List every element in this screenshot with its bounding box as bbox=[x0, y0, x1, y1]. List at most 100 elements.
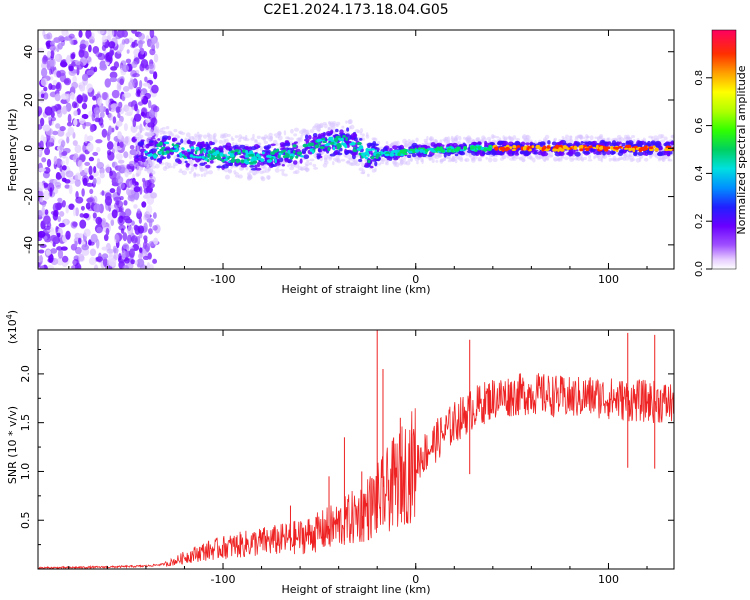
spectrogram-noise-mark bbox=[57, 249, 64, 259]
spectrogram-band-mark bbox=[320, 132, 326, 137]
spectrogram-halo-mark bbox=[274, 168, 280, 173]
spectrogram-halo-mark bbox=[416, 160, 419, 165]
spectrogram-noise-mark bbox=[43, 92, 49, 100]
spectrogram-core-mark bbox=[352, 149, 356, 152]
spectrogram-y-tick-label: 20 bbox=[22, 93, 35, 107]
spectrogram-noise-mark bbox=[98, 117, 104, 126]
spectrogram-noise-mark bbox=[130, 79, 137, 84]
spectrogram-noise-mark bbox=[38, 124, 43, 130]
spectrogram-halo-mark bbox=[303, 167, 309, 171]
spectrogram-band-mark bbox=[255, 167, 262, 171]
spectrogram-noise-mark bbox=[123, 257, 130, 264]
spectrogram-core-mark bbox=[178, 152, 183, 156]
spectrogram-noise-mark bbox=[140, 111, 145, 117]
spectrogram-noise-mark bbox=[83, 50, 89, 59]
spectrogram-core-mark bbox=[161, 146, 166, 149]
spectrogram-noise-mark bbox=[111, 209, 118, 219]
spectrogram-core-mark bbox=[311, 150, 315, 154]
spectrogram-halo-mark bbox=[199, 167, 203, 172]
spectrogram-halo-mark bbox=[552, 156, 558, 162]
spectrogram-band-mark bbox=[374, 161, 378, 167]
spectrogram-y-axis-label: Frequency (Hz) bbox=[6, 109, 19, 192]
spectrogram-band-mark bbox=[586, 151, 591, 155]
spectrogram-noise-mark bbox=[143, 187, 150, 194]
spectrogram-noise-mark bbox=[138, 32, 146, 41]
snr-y-scale-label: (x104) bbox=[5, 310, 19, 344]
spectrogram-band-mark bbox=[484, 142, 490, 148]
spectrogram-core-mark bbox=[198, 155, 202, 159]
spectrogram-halo-mark bbox=[135, 150, 140, 155]
spectrogram-noise-mark bbox=[55, 174, 62, 180]
spectrogram-halo-mark bbox=[546, 155, 550, 161]
spectrogram-halo-mark bbox=[428, 156, 431, 161]
spectrogram-halo-mark bbox=[543, 158, 547, 163]
spectrogram-band-mark bbox=[186, 140, 191, 144]
spectrogram-halo-mark bbox=[288, 163, 293, 167]
spectrogram-noise-mark bbox=[118, 224, 126, 231]
spectrogram-core-mark bbox=[395, 152, 398, 157]
spectrogram-band-mark bbox=[335, 128, 339, 133]
spectrogram-halo-mark bbox=[361, 137, 366, 141]
spectrogram-noise-mark bbox=[142, 194, 149, 199]
spectrogram-halo-mark bbox=[393, 140, 398, 146]
spectrogram-noise-mark bbox=[81, 93, 88, 103]
spectrogram-band-mark bbox=[637, 141, 641, 145]
spectrogram-halo-mark bbox=[333, 130, 336, 135]
spectrogram-noise-mark bbox=[46, 140, 51, 149]
spectrogram-noise-mark bbox=[146, 218, 155, 223]
spectrogram-noise-mark bbox=[54, 93, 61, 102]
spectrogram-noise-mark bbox=[44, 106, 53, 116]
spectrogram-noise-mark bbox=[74, 60, 81, 66]
spectrogram-noise-mark bbox=[65, 170, 74, 178]
spectrogram-band-mark bbox=[489, 142, 495, 146]
spectrogram-band-mark bbox=[488, 149, 495, 155]
spectrogram-halo-mark bbox=[281, 171, 285, 176]
spectrogram-core-mark bbox=[260, 158, 264, 162]
spectrogram-plot-area bbox=[38, 30, 674, 269]
spectrogram-halo-mark bbox=[293, 127, 300, 132]
spectrogram-halo-mark bbox=[183, 140, 187, 145]
spectrogram-noise-mark bbox=[133, 186, 141, 193]
spectrogram-noise-mark bbox=[61, 165, 67, 171]
spectrogram-halo-mark bbox=[385, 141, 389, 145]
spectrogram-band-mark bbox=[308, 134, 312, 140]
spectrogram-core-mark bbox=[562, 145, 568, 149]
spectrogram-noise-mark bbox=[108, 125, 112, 135]
spectrogram-core-mark bbox=[483, 147, 487, 152]
spectrogram-halo-mark bbox=[345, 120, 348, 124]
spectrogram-halo-mark bbox=[173, 128, 178, 133]
spectrogram-noise-mark bbox=[40, 78, 48, 87]
colorbar-tick-label: 0.2 bbox=[694, 213, 705, 229]
spectrogram-noise-mark bbox=[85, 202, 91, 210]
spectrogram-core-mark bbox=[610, 145, 614, 150]
spectrogram-halo-mark bbox=[485, 156, 489, 160]
spectrogram-noise-mark bbox=[118, 215, 124, 224]
spectrogram-noise-mark bbox=[101, 253, 109, 260]
spectrogram-noise-mark bbox=[126, 188, 130, 195]
spectrogram-halo-mark bbox=[134, 162, 139, 168]
spectrogram-halo-mark bbox=[617, 157, 621, 161]
spectrogram-noise-mark bbox=[134, 260, 138, 266]
spectrogram-halo-mark bbox=[630, 134, 636, 139]
spectrogram-halo-mark bbox=[212, 136, 216, 140]
spectrogram-core-mark bbox=[282, 154, 287, 159]
spectrogram-noise-mark bbox=[147, 228, 153, 235]
spectrogram-core-mark bbox=[342, 135, 346, 138]
spectrogram-band-mark bbox=[156, 158, 162, 163]
spectrogram-band-mark bbox=[547, 140, 551, 145]
figure-title: C2E1.2024.173.18.04.G05 bbox=[263, 2, 448, 18]
spectrogram-band-mark bbox=[392, 145, 398, 150]
spectrogram-core-mark bbox=[589, 145, 593, 148]
spectrogram-core-mark bbox=[314, 144, 319, 149]
spectrogram-halo-mark bbox=[336, 159, 342, 164]
spectrogram-noise-mark bbox=[89, 124, 95, 133]
spectrogram-halo-mark bbox=[429, 136, 435, 142]
spectrogram-core-mark bbox=[246, 158, 251, 161]
spectrogram-noise-mark bbox=[72, 258, 79, 266]
spectrogram-halo-mark bbox=[518, 157, 524, 160]
spectrogram-halo-mark bbox=[424, 140, 429, 144]
spectrogram-halo-mark bbox=[188, 159, 194, 165]
spectrogram-halo-mark bbox=[458, 135, 462, 141]
spectrogram-noise-mark bbox=[39, 197, 44, 203]
